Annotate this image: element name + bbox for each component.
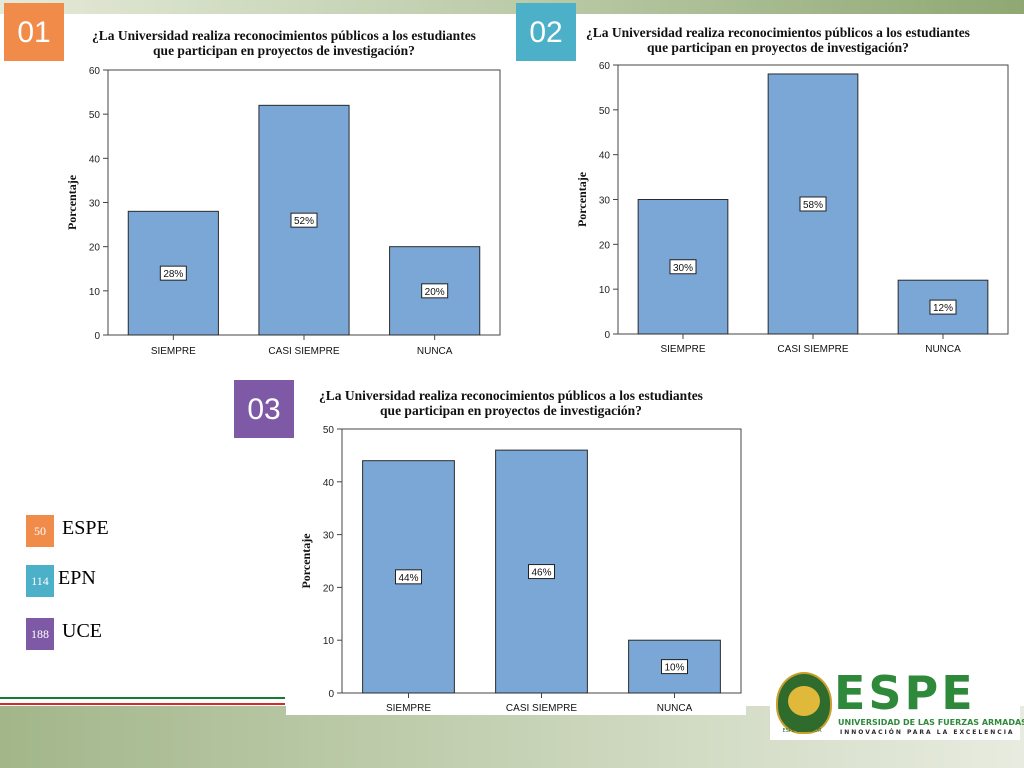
chart-title-line1: ¿La Universidad realiza reconocimientos … <box>92 28 476 43</box>
data-label: 30% <box>673 263 693 274</box>
y-tick-label: 60 <box>599 61 611 72</box>
x-tick-label: CASI SIEMPRE <box>777 344 848 355</box>
y-tick-label: 60 <box>89 66 101 77</box>
chart-svg: ¿La Universidad realiza reconocimientos … <box>299 388 742 714</box>
espe-logo-tagline: INNOVACIÓN PARA LA EXCELENCIA <box>840 729 1015 736</box>
x-tick-label: SIEMPRE <box>151 346 196 357</box>
y-tick-label: 20 <box>599 240 611 251</box>
flag-line-red <box>0 703 285 705</box>
y-tick-label: 20 <box>323 583 335 594</box>
legend-label-epn: EPN <box>58 567 96 589</box>
y-tick-label: 10 <box>89 287 101 298</box>
data-label-box <box>669 259 697 275</box>
y-tick-label: 10 <box>323 636 335 647</box>
chart-title-line2: que participan en proyectos de investiga… <box>647 40 909 55</box>
x-tick-label: SIEMPRE <box>660 344 705 355</box>
espe-seal-icon <box>776 672 832 734</box>
chart-badge-01: 01 <box>4 3 64 61</box>
data-label-box <box>799 196 827 212</box>
data-label-box <box>661 659 688 675</box>
legend-count-uce: 188 <box>26 618 54 650</box>
y-tick-label: 20 <box>89 243 101 254</box>
data-label-box <box>421 283 449 299</box>
y-tick-label: 30 <box>323 531 335 542</box>
x-tick-label: NUNCA <box>925 344 961 355</box>
data-label-box <box>395 569 422 585</box>
x-tick-label: CASI SIEMPRE <box>506 703 577 714</box>
y-tick-label: 50 <box>323 425 335 436</box>
top-gradient-bar <box>0 0 1024 14</box>
chart-title-line2: que participan en proyectos de investiga… <box>380 403 642 418</box>
data-label: 28% <box>163 269 183 280</box>
y-axis-label: Porcentaje <box>299 533 313 589</box>
espe-logo: ESPE ECUADOR ESPE UNIVERSIDAD DE LAS FUE… <box>770 666 1024 740</box>
x-tick-label: NUNCA <box>417 346 453 357</box>
y-tick-label: 0 <box>604 330 610 341</box>
chart-uce: ¿La Universidad realiza reconocimientos … <box>286 380 746 715</box>
chart-title-line1: ¿La Universidad realiza reconocimientos … <box>319 388 703 403</box>
y-tick-label: 10 <box>599 285 611 296</box>
chart-title-line2: que participan en proyectos de investiga… <box>153 43 415 58</box>
data-label: 20% <box>425 287 445 298</box>
espe-seal-caption: ESPE ECUADOR <box>782 728 822 734</box>
y-tick-label: 30 <box>89 199 101 210</box>
y-axis-label: Porcentaje <box>575 171 589 227</box>
y-tick-label: 50 <box>89 110 101 121</box>
flag-line-green <box>0 697 285 699</box>
x-tick-label: CASI SIEMPRE <box>268 346 339 357</box>
chart-epn: ¿La Universidad realiza reconocimientos … <box>572 14 1022 362</box>
data-label: 44% <box>398 573 418 584</box>
y-tick-label: 40 <box>89 154 101 165</box>
x-tick-label: SIEMPRE <box>386 703 431 714</box>
data-label-box <box>528 564 555 580</box>
y-axis-label: Porcentaje <box>65 174 79 230</box>
x-tick-label: NUNCA <box>657 703 693 714</box>
legend-count-epn: 114 <box>26 565 54 597</box>
data-label-box <box>159 265 187 281</box>
y-tick-label: 0 <box>328 689 334 700</box>
chart-svg: ¿La Universidad realiza reconocimientos … <box>65 28 501 357</box>
chart-svg: ¿La Universidad realiza reconocimientos … <box>575 25 1009 355</box>
chart-espe: ¿La Universidad realiza reconocimientos … <box>62 14 520 362</box>
data-label: 12% <box>933 303 953 314</box>
flag-line-white <box>0 700 285 703</box>
legend-label-espe: ESPE <box>62 517 109 539</box>
y-tick-label: 40 <box>599 151 611 162</box>
data-label-box <box>290 212 318 228</box>
data-label: 10% <box>664 663 684 674</box>
legend-label-uce: UCE <box>62 620 102 642</box>
espe-logo-word: ESPE <box>834 666 976 720</box>
data-label: 46% <box>531 568 551 579</box>
chart-badge-03: 03 <box>234 380 294 438</box>
chart-badge-02: 02 <box>516 3 576 61</box>
data-label: 58% <box>803 200 823 211</box>
data-label-box <box>929 299 957 315</box>
espe-logo-subtitle: UNIVERSIDAD DE LAS FUERZAS ARMADAS <box>838 718 1024 727</box>
y-tick-label: 40 <box>323 478 335 489</box>
legend-count-espe: 50 <box>26 515 54 547</box>
y-tick-label: 50 <box>599 106 611 117</box>
data-label: 52% <box>294 216 314 227</box>
y-tick-label: 30 <box>599 196 611 207</box>
chart-title-line1: ¿La Universidad realiza reconocimientos … <box>586 25 970 40</box>
y-tick-label: 0 <box>94 331 100 342</box>
